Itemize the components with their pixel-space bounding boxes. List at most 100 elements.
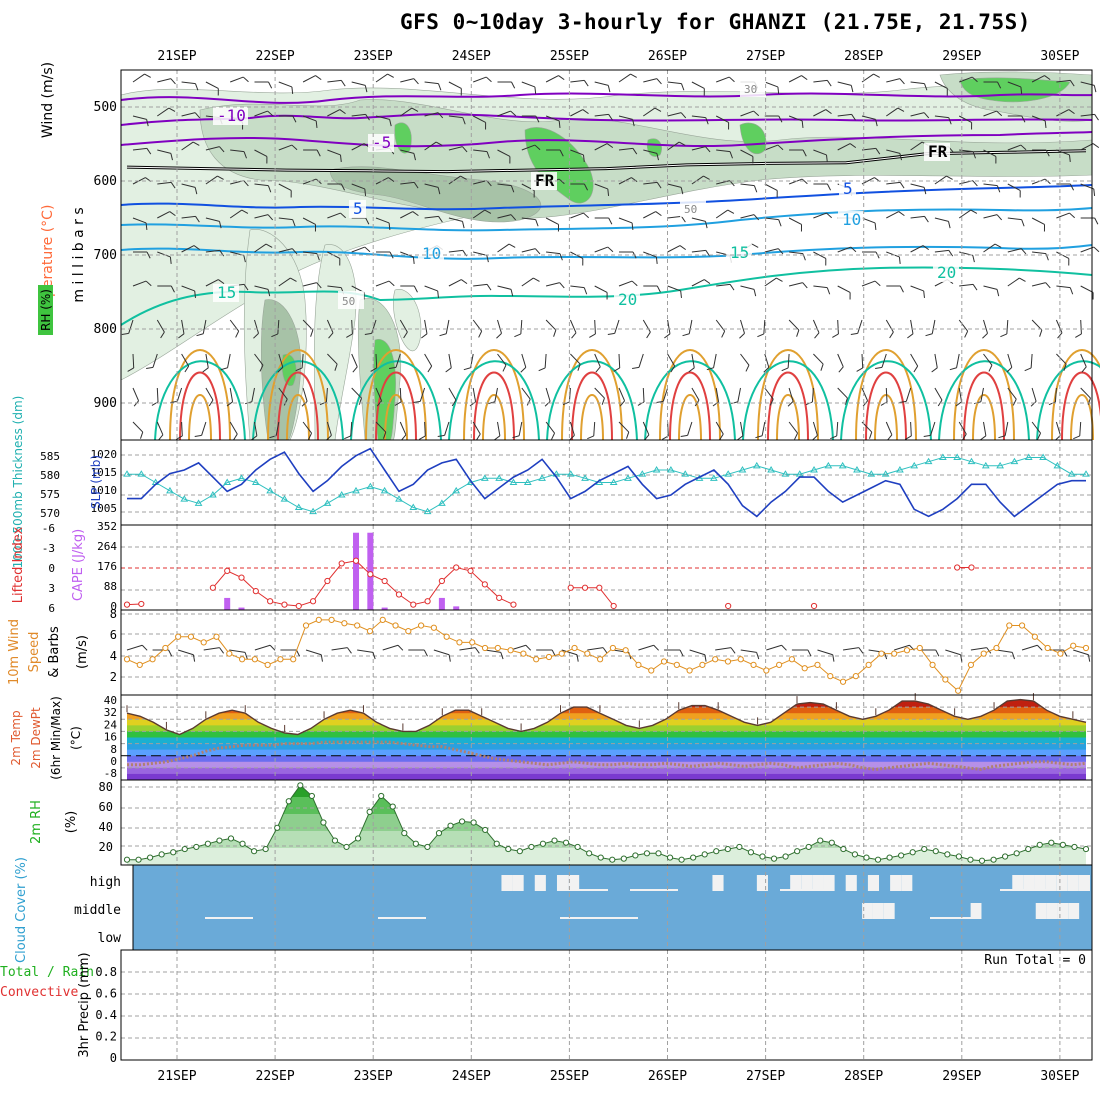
warm-contour [561, 349, 623, 441]
upper-wind-barb [1031, 319, 1043, 331]
li-tick-label: -3 [42, 542, 55, 555]
upper-wind-barb [424, 319, 428, 334]
upper-wind-barb [643, 107, 656, 117]
upper-wind-barb [632, 119, 635, 127]
upper-wind-barb [545, 282, 560, 287]
cloud-cell [556, 875, 569, 891]
cloud-cell [862, 903, 873, 919]
wind10-marker [1006, 622, 1013, 629]
upper-wind-barb [1007, 183, 1021, 191]
temp2m-tick-label: -8 [104, 767, 117, 780]
upper-wind-barb [777, 86, 780, 94]
upper-wind-barb [820, 363, 824, 371]
upper-wind-barb [538, 367, 546, 372]
upper-wind-barb [631, 280, 638, 287]
upper-ylabel-rh: RH (%) [39, 289, 53, 331]
upper-wind-barb [316, 282, 322, 289]
upper-wind-barb [837, 319, 839, 335]
rh2m-marker [840, 845, 847, 853]
upper-wind-barb [192, 141, 200, 146]
upper-wind-barb [983, 183, 998, 187]
upper-wind-barb [705, 146, 711, 153]
upper-wind-barb [533, 277, 540, 282]
wind10-tick-label: 2 [110, 670, 117, 684]
cape-bar [224, 597, 231, 610]
upper-wind-barb [934, 115, 949, 119]
upper-wind-barb [1031, 75, 1045, 83]
wind10-barb [474, 647, 480, 654]
upper-wind-barb [764, 248, 779, 253]
cloud-thin-layer [590, 917, 638, 919]
precip-tick-label: 0 [110, 1051, 117, 1065]
upper-wind-barb [1031, 115, 1046, 122]
upper-wind-barb [618, 387, 626, 402]
upper-wind-barb [181, 421, 183, 437]
upper-wind-barb [962, 433, 967, 441]
warm-contour [384, 394, 408, 441]
upper-wind-barb [764, 183, 778, 191]
upper-wind-barb [254, 353, 264, 366]
rh2m-ylabel-a: 2m RH [29, 800, 44, 844]
upper-wind-barb [302, 319, 314, 331]
upper-wind-barb [340, 154, 342, 162]
wind10-barb [781, 644, 787, 651]
upper-wind-barb [587, 435, 594, 440]
upper-wind-barb [613, 367, 620, 372]
upper-wind-barb [861, 387, 869, 402]
cloud-thin-layer [630, 889, 678, 891]
upper-wind-barb [972, 151, 976, 159]
upper-wind-barb [934, 217, 949, 222]
warm-contour [277, 371, 319, 441]
upper-wind-barb [593, 421, 596, 437]
upper-wind-barb [1080, 387, 1091, 399]
teal-contour [742, 360, 834, 441]
warm-contour [286, 394, 310, 441]
cloud-thin-layer [560, 917, 608, 919]
upper-wind-barb [205, 217, 220, 222]
cloud-cell [872, 903, 884, 919]
upper-wind-barb [205, 146, 220, 151]
upper-wind-barb [630, 73, 637, 78]
upper-wind-barb [886, 107, 899, 117]
upper-wind-barb [175, 435, 183, 440]
upper-wind-barb [813, 149, 827, 156]
upper-wind-barb [399, 421, 407, 436]
thickness-marker [896, 466, 904, 473]
upper-wind-barb [729, 151, 733, 159]
thickness-marker [810, 466, 818, 473]
upper-wind-barb [898, 256, 901, 264]
warm-contour [972, 394, 996, 441]
upper-wind-barb [899, 78, 905, 85]
wind10-barb [448, 654, 451, 662]
upper-wind-barb [594, 319, 596, 335]
upper-wind-barb [642, 319, 651, 333]
upper-wind-barb [520, 319, 523, 335]
upper-wind-barb [418, 435, 426, 440]
upper-wind-barb [1057, 332, 1063, 339]
temp-contour [120, 92, 1093, 104]
upper-wind-barb [473, 251, 487, 256]
upper-wind-barb [667, 285, 681, 292]
wind10-barb [986, 647, 992, 654]
upper-wind-barb [511, 81, 516, 89]
upper-wind-barb [267, 214, 274, 221]
upper-wind-barb [181, 141, 194, 151]
upper-wind-barb [227, 353, 231, 368]
upper-wind-barb [887, 434, 893, 441]
wind10-marker [290, 656, 297, 663]
upper-wind-barb [1045, 282, 1051, 289]
warm-contour [375, 371, 417, 441]
upper-wind-barb [996, 289, 1000, 297]
upper-wind-barb [589, 333, 596, 338]
upper-wind-barb [910, 319, 914, 334]
upper-wind-barb [344, 435, 351, 440]
upper-wind-barb [958, 319, 969, 332]
upper-wind-barb [497, 149, 511, 157]
warm-contour [580, 394, 604, 441]
warm-contour [188, 394, 212, 441]
upper-ylabel-millibars: m i l l i b a r s [71, 207, 87, 302]
thickness-marker [294, 503, 303, 510]
upper-wind-barb [308, 432, 313, 440]
thickness-marker [938, 453, 947, 460]
upper-wind-barb [315, 120, 318, 128]
